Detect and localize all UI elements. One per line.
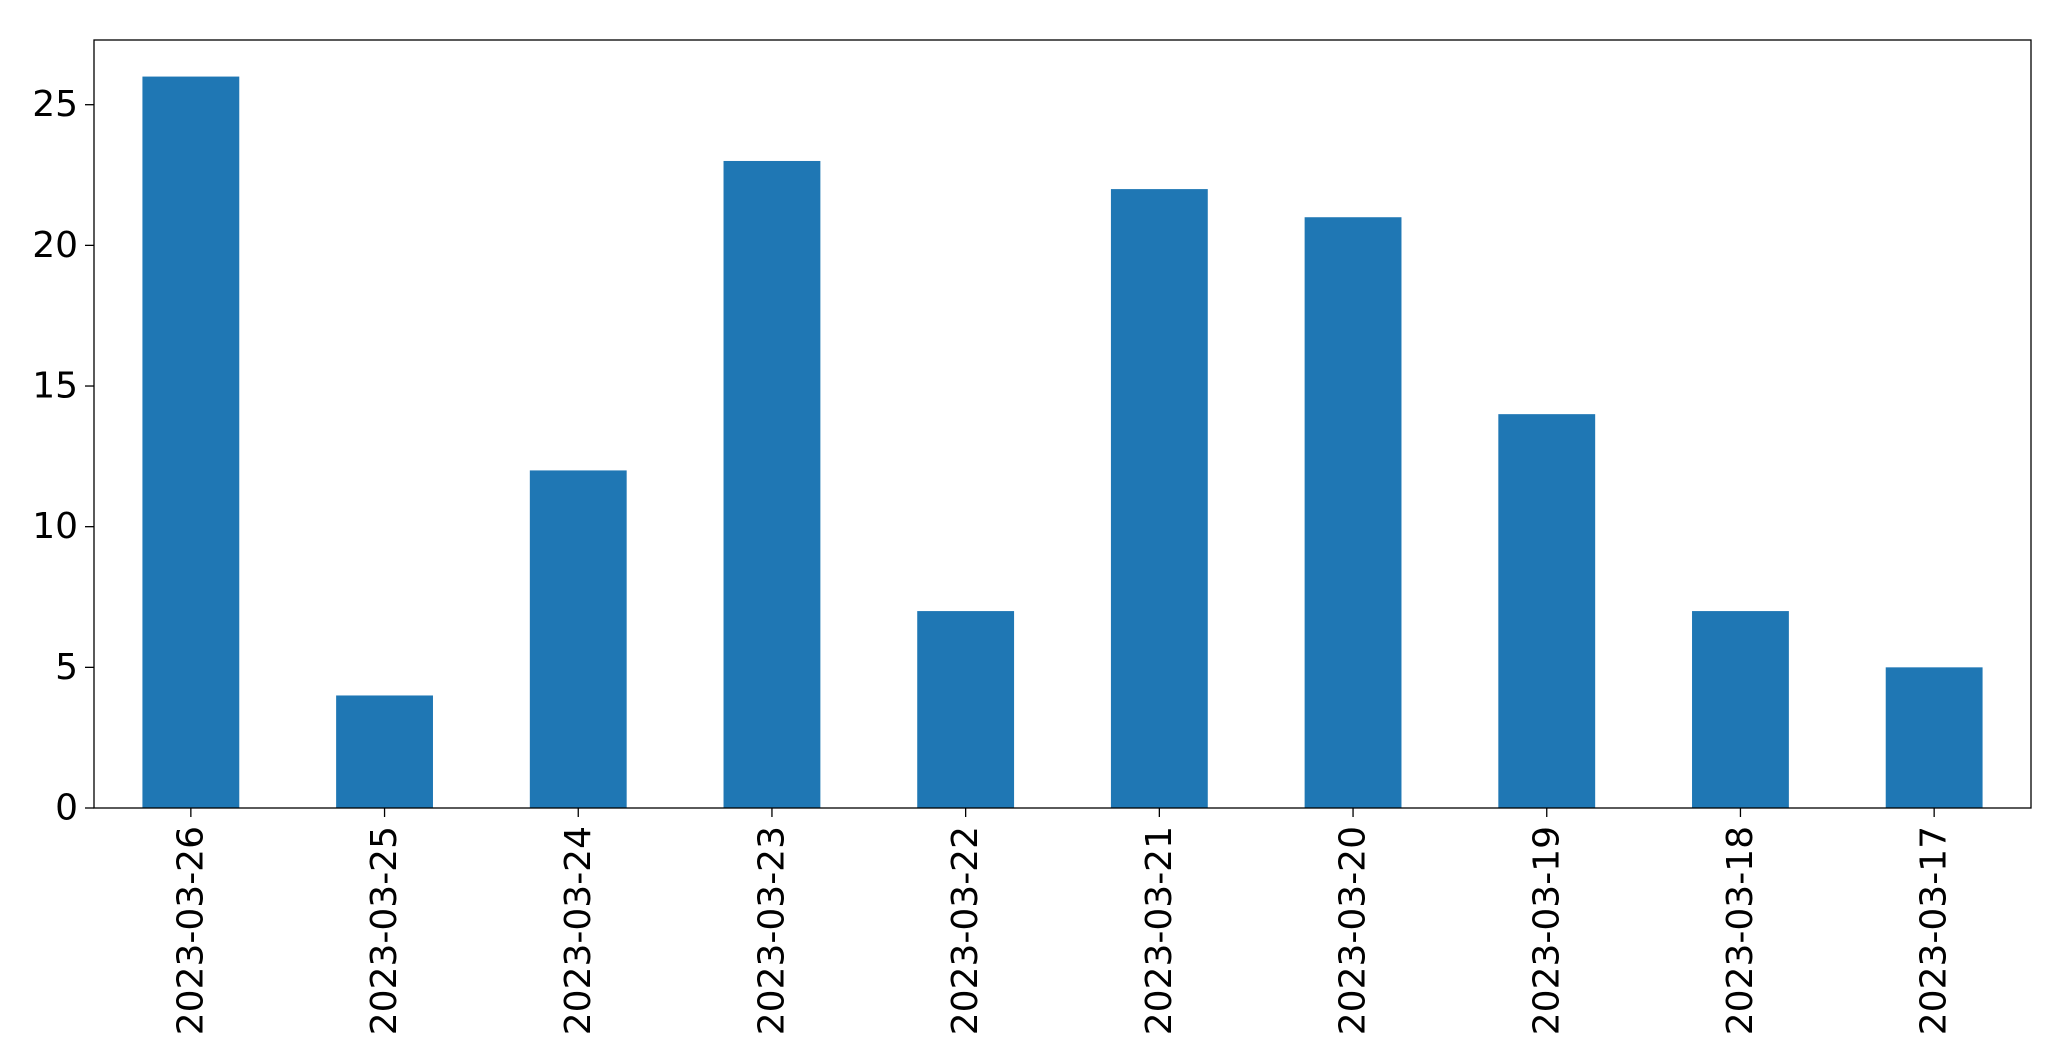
x-tick-label: 2023-03-20 <box>1333 826 1374 1035</box>
y-tick-label: 20 <box>32 225 78 266</box>
bar <box>1498 414 1596 808</box>
bar <box>723 160 821 808</box>
plot-frame <box>93 39 2032 809</box>
bar <box>336 695 433 808</box>
x-tick-label: 2023-03-17 <box>1914 826 1955 1035</box>
y-tick-label: 5 <box>55 647 78 688</box>
x-tick-label: 2023-03-26 <box>170 826 211 1035</box>
x-tick-label: 2023-03-19 <box>1526 826 1567 1035</box>
bar <box>1304 217 1402 808</box>
y-tick-label: 25 <box>32 84 78 125</box>
x-tick-label: 2023-03-25 <box>364 826 405 1035</box>
x-tick-label: 2023-03-22 <box>945 826 986 1035</box>
bar <box>142 76 240 809</box>
x-tick-label: 2023-03-23 <box>751 826 792 1035</box>
bar <box>1110 189 1208 809</box>
bar <box>529 470 627 808</box>
x-tick-label: 2023-03-24 <box>558 826 599 1035</box>
y-tick-label: 15 <box>32 366 78 407</box>
y-tick-label: 10 <box>32 506 78 547</box>
y-tick-label: 0 <box>55 788 78 829</box>
x-tick-label: 2023-03-18 <box>1720 826 1761 1035</box>
bar <box>1692 611 1789 808</box>
bar <box>917 611 1015 808</box>
bar <box>1885 667 1983 808</box>
x-tick-label: 2023-03-21 <box>1139 826 1180 1035</box>
